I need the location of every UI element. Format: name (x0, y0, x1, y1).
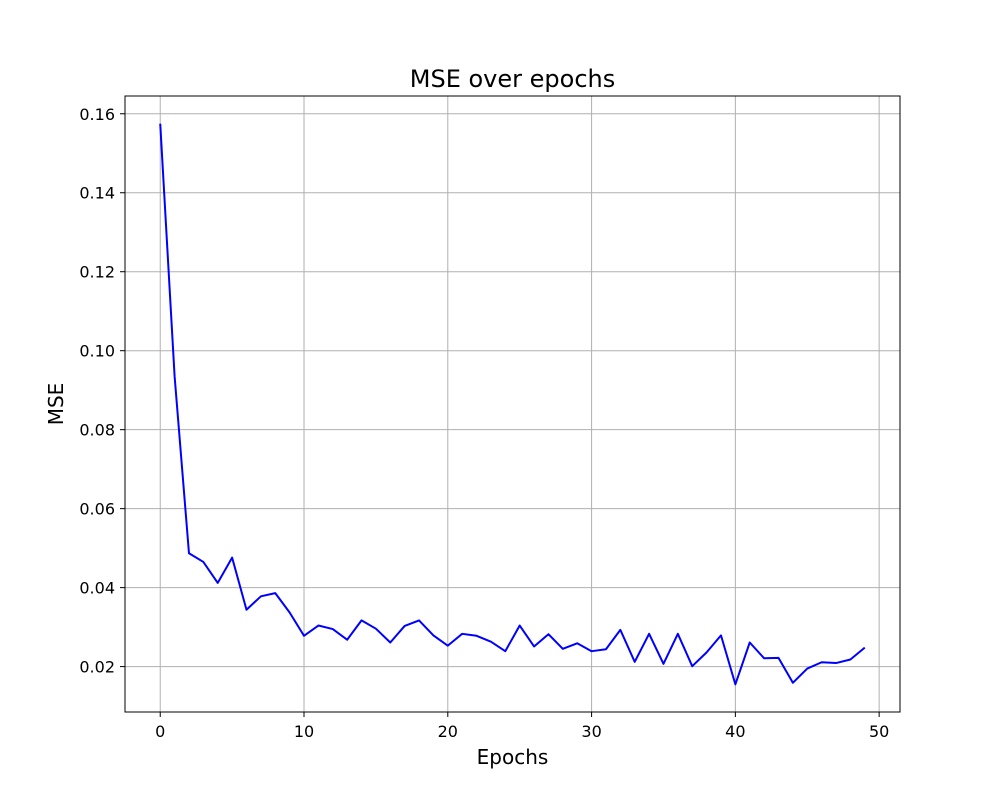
y-axis-label: MSE (44, 383, 68, 426)
y-tick-label: 0.06 (79, 500, 115, 519)
x-tick-label: 30 (581, 722, 601, 741)
y-tick-label: 0.08 (79, 421, 115, 440)
x-tick-label: 10 (294, 722, 314, 741)
axis-ticks: 0 10 20 30 40 50 0.02 0.04 0.06 0.08 0.10 0.12 0.14 0… (79, 105, 889, 741)
x-tick-label: 40 (725, 722, 745, 741)
x-tick-label: 50 (869, 722, 889, 741)
y-tick-label: 0.12 (79, 263, 115, 282)
plot-frame (124, 95, 901, 713)
y-tick-label: 0.16 (79, 105, 115, 124)
y-tick-label: 0.10 (79, 342, 115, 361)
x-tick-label: 20 (438, 722, 458, 741)
y-tick-label: 0.04 (79, 579, 115, 598)
mse-series-line (159, 123, 866, 686)
y-tick-label: 0.14 (79, 184, 115, 203)
x-tick-label: 0 (155, 722, 165, 741)
grid-lines (125, 96, 900, 712)
y-tick-label: 0.02 (79, 658, 115, 677)
series-layer (159, 123, 866, 686)
chart-title: MSE over epochs (410, 65, 615, 93)
x-axis-label: Epochs (477, 745, 549, 769)
